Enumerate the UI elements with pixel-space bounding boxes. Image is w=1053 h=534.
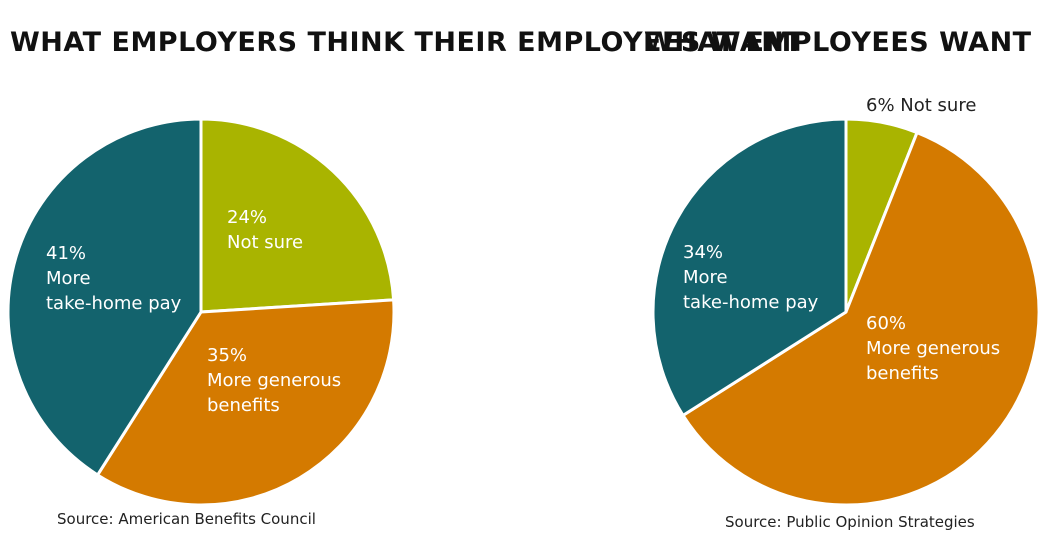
chart-title: WHAT EMPLOYEES WANT xyxy=(644,27,1032,58)
slice-label-not-sure: 24% Not sure xyxy=(227,207,303,253)
pie-slice-more-take-home-pay xyxy=(6,117,203,477)
slice-label-more-generous-benefits: 60% More generous benefits xyxy=(866,313,1000,384)
chart-source: Source: American Benefits Council xyxy=(57,510,316,528)
slice-label-more-generous-benefits: 35% More generous benefits xyxy=(207,345,341,416)
chart-source: Source: Public Opinion Strategies xyxy=(725,513,975,531)
pie-chart-employees: 6% Not sure 60% More generous benefits 34% Mo… xyxy=(651,95,1041,507)
pie-slice-more-generous-benefits xyxy=(96,298,396,507)
chart-employees: WHAT EMPLOYEES WANT 6% Not sure 60% More g… xyxy=(526,0,1053,534)
pie-slice-not-sure xyxy=(199,117,396,314)
pie-chart-employers: 24% Not sure 35% More generous benefits 41% Mo… xyxy=(6,117,396,507)
chart-employers: WHAT EMPLOYERS THINK THEIR EMPLOYEES WAN… xyxy=(0,0,803,534)
slice-label-not-sure: 6% Not sure xyxy=(866,95,976,116)
slice-label-more-take-home-pay: 41% More take-home pay xyxy=(46,243,182,314)
slice-label-more-take-home-pay: 34% More take-home pay xyxy=(683,242,819,313)
chart-title: WHAT EMPLOYERS THINK THEIR EMPLOYEES WAN… xyxy=(10,27,804,58)
pie-slice-more-take-home-pay xyxy=(651,117,848,417)
pie-slice-more-generous-benefits xyxy=(681,131,1041,507)
